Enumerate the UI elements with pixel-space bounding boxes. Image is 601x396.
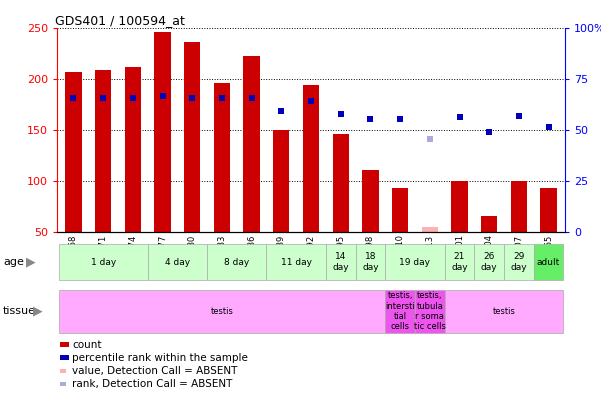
Bar (95, 70, 111, 232)
Bar (362, 170, 379, 232)
Text: count: count (72, 339, 102, 350)
Text: testis: testis (493, 307, 516, 316)
Text: rank, Detection Call = ABSENT: rank, Detection Call = ABSENT (72, 379, 233, 389)
Text: testis: testis (210, 307, 233, 316)
Text: testis,
tubula
r soma
tic cells: testis, tubula r soma tic cells (414, 291, 446, 331)
Text: ▶: ▶ (26, 256, 35, 268)
Bar (243, 56, 260, 232)
Text: 19 day: 19 day (400, 258, 430, 267)
Bar (511, 181, 527, 232)
Text: 14
day: 14 day (332, 253, 349, 272)
Text: 21
day: 21 day (451, 253, 468, 272)
Bar (214, 83, 230, 232)
Bar (66, 72, 82, 232)
Bar (124, 67, 141, 232)
Bar (392, 188, 408, 232)
Text: adult: adult (537, 258, 560, 267)
Text: value, Detection Call = ABSENT: value, Detection Call = ABSENT (72, 366, 237, 376)
Text: 4 day: 4 day (165, 258, 190, 267)
Bar (422, 227, 438, 232)
Text: 26
day: 26 day (481, 253, 498, 272)
Text: 11 day: 11 day (281, 258, 312, 267)
Text: percentile rank within the sample: percentile rank within the sample (72, 352, 248, 363)
Bar (303, 85, 319, 232)
Bar (332, 134, 349, 232)
Text: testis,
intersti
tial
cells: testis, intersti tial cells (385, 291, 415, 331)
Text: ▶: ▶ (33, 305, 43, 318)
Text: 29
day: 29 day (511, 253, 527, 272)
Bar (273, 130, 290, 232)
Bar (184, 42, 200, 232)
Text: tissue: tissue (3, 306, 36, 316)
Text: 18
day: 18 day (362, 253, 379, 272)
Text: age: age (3, 257, 24, 267)
Text: GDS401 / 100594_at: GDS401 / 100594_at (55, 13, 185, 27)
Text: 8 day: 8 day (224, 258, 249, 267)
Bar (154, 32, 171, 232)
Bar (481, 216, 498, 232)
Bar (540, 188, 557, 232)
Bar (451, 181, 468, 232)
Text: 1 day: 1 day (91, 258, 116, 267)
